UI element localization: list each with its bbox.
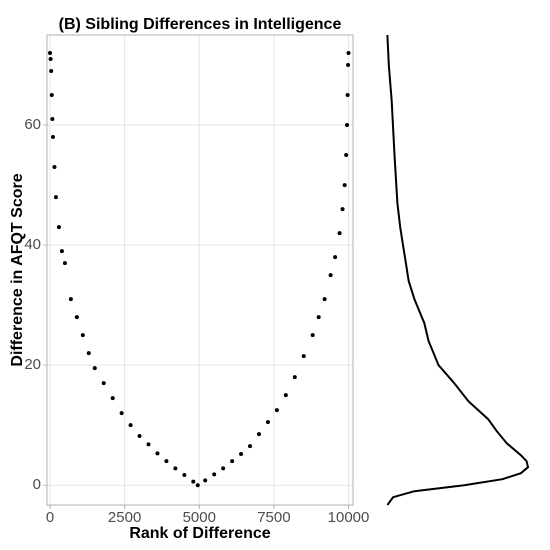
point xyxy=(283,393,288,398)
point xyxy=(47,51,52,56)
x-tick-label: 7500 xyxy=(257,509,290,526)
point xyxy=(344,153,349,158)
point xyxy=(265,420,270,425)
x-tick-label: 10000 xyxy=(328,509,370,526)
point xyxy=(74,315,79,320)
y-tick-label: 0 xyxy=(33,476,41,493)
point xyxy=(212,472,217,477)
point xyxy=(182,472,187,477)
point xyxy=(59,249,64,254)
x-tick-label: 2500 xyxy=(108,509,141,526)
point xyxy=(53,195,58,200)
point xyxy=(292,375,297,380)
point xyxy=(137,433,142,438)
point xyxy=(56,225,61,230)
point xyxy=(248,444,253,449)
point xyxy=(191,479,196,484)
panel-border xyxy=(46,34,354,506)
point xyxy=(203,478,208,483)
chart-title: (B) Sibling Differences in Intelligence xyxy=(59,16,342,33)
point xyxy=(345,93,350,98)
x-tick-label: 0 xyxy=(46,509,54,526)
point xyxy=(110,396,115,401)
point xyxy=(274,408,279,413)
point xyxy=(62,261,67,266)
point xyxy=(346,63,351,68)
point xyxy=(49,93,54,98)
panel xyxy=(47,35,353,505)
point xyxy=(49,69,54,74)
point xyxy=(50,135,55,140)
point xyxy=(146,442,151,447)
point xyxy=(342,183,347,188)
point xyxy=(164,459,169,464)
point xyxy=(195,483,200,488)
point xyxy=(52,165,57,170)
point xyxy=(316,315,321,320)
point xyxy=(340,207,345,212)
point xyxy=(155,451,160,456)
point xyxy=(230,459,235,464)
x-axis-title: Rank of Difference xyxy=(129,525,270,542)
point xyxy=(310,333,315,338)
y-axis-title: Difference in AFQT Score xyxy=(9,173,26,366)
y-tick-label: 40 xyxy=(24,236,41,253)
point xyxy=(119,411,124,416)
y-tick-label: 60 xyxy=(24,116,41,133)
x-tick-label: 5000 xyxy=(183,509,216,526)
point xyxy=(221,466,226,471)
point xyxy=(333,255,338,260)
point xyxy=(68,297,73,302)
point xyxy=(92,366,97,371)
point xyxy=(101,381,106,386)
point xyxy=(256,432,261,437)
point xyxy=(337,231,342,236)
point xyxy=(86,351,91,356)
point xyxy=(128,423,133,428)
point xyxy=(173,466,178,471)
point xyxy=(80,333,85,338)
point xyxy=(328,273,333,278)
point xyxy=(50,117,55,122)
point xyxy=(346,51,351,56)
point xyxy=(239,451,244,456)
density-curve xyxy=(386,34,530,506)
point xyxy=(301,354,306,359)
point xyxy=(322,297,327,302)
point xyxy=(48,57,53,62)
point xyxy=(345,123,350,128)
y-tick-label: 20 xyxy=(24,356,41,373)
